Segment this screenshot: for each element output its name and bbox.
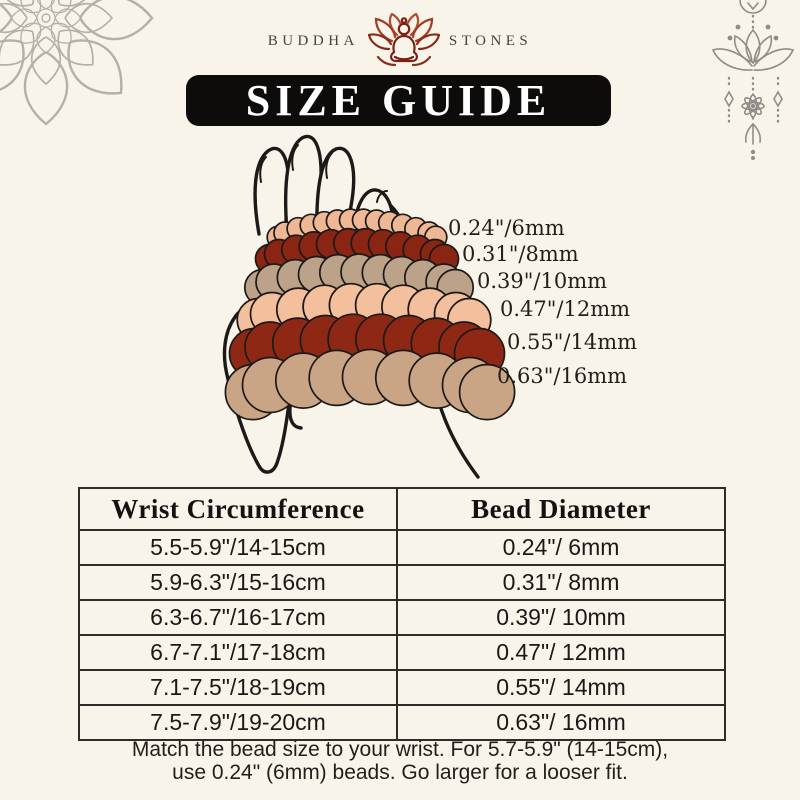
- header-wrist-circumference: Wrist Circumference: [78, 487, 398, 531]
- fit-advice-line-2: use 0.24" (6mm) beads. Go larger for a l…: [172, 761, 628, 784]
- bead-size-cell: 0.63"/ 16mm: [396, 704, 726, 741]
- table-row: 6.7-7.1"/17-18cm 0.47"/ 12mm: [78, 634, 726, 671]
- bead-size-label-6mm: 0.24"/6mm: [448, 216, 565, 240]
- header-bead-diameter: Bead Diameter: [396, 487, 726, 531]
- fit-advice-line-1: Match the bead size to your wrist. For 5…: [131, 738, 669, 761]
- wrist-range-cell: 5.9-6.3"/15-16cm: [78, 564, 398, 601]
- table-row: 5.5-5.9"/14-15cm 0.24"/ 6mm: [78, 529, 726, 566]
- bead-size-cell: 0.31"/ 8mm: [396, 564, 726, 601]
- brand-logo: BUDDHA STONES: [0, 12, 800, 70]
- bead: [458, 363, 516, 421]
- wrist-range-cell: 6.7-7.1"/17-18cm: [78, 634, 398, 671]
- bead-size-cell: 0.39"/ 10mm: [396, 599, 726, 636]
- mandala-corner-decoration: [0, 0, 154, 126]
- mandala-petals: [0, 0, 154, 126]
- wrist-range-cell: 6.3-6.7"/16-17cm: [78, 599, 398, 636]
- bead-size-cell: 0.47"/ 12mm: [396, 634, 726, 671]
- bead-size-label-12mm: 0.47"/12mm: [500, 297, 631, 321]
- wrist-range-cell: 7.1-7.5"/18-19cm: [78, 669, 398, 706]
- size-guide-banner: SIZE GUIDE: [186, 75, 611, 126]
- size-guide-title: SIZE GUIDE: [245, 76, 552, 125]
- star-flower-charm: [741, 94, 765, 118]
- bead-size-label-14mm: 0.55"/14mm: [507, 330, 638, 354]
- table-row: 5.9-6.3"/15-16cm 0.31"/ 8mm: [78, 564, 726, 601]
- hand-bracelets-illustration: [222, 134, 516, 479]
- bead-size-cell: 0.55"/ 14mm: [396, 669, 726, 706]
- bead-size-label-10mm: 0.39"/10mm: [477, 269, 608, 293]
- table-row: 7.5-7.9"/19-20cm 0.63"/ 16mm: [78, 704, 726, 741]
- brand-name-right: STONES: [448, 32, 533, 49]
- bead-size-label-8mm: 0.31"/8mm: [462, 242, 579, 266]
- fit-advice-note: Match the bead size to your wrist. For 5…: [0, 738, 800, 784]
- table-row: 7.1-7.5"/18-19cm 0.55"/ 14mm: [78, 669, 726, 706]
- brand-name-left: BUDDHA: [267, 32, 359, 49]
- wrist-range-cell: 7.5-7.9"/19-20cm: [78, 704, 398, 741]
- wrist-range-cell: 5.5-5.9"/14-15cm: [78, 529, 398, 566]
- table-header-row: Wrist Circumference Bead Diameter: [78, 487, 726, 531]
- table-row: 6.3-6.7"/16-17cm 0.39"/ 10mm: [78, 599, 726, 636]
- hanging-lotus-ornament: [711, 0, 795, 161]
- lotus-meditation-icon: [367, 13, 440, 67]
- bead-rows: [224, 208, 516, 421]
- bead-size-cell: 0.24"/ 6mm: [396, 529, 726, 566]
- size-table: Wrist Circumference Bead Diameter 5.5-5.…: [78, 487, 726, 741]
- bead-size-label-16mm: 0.63"/16mm: [497, 364, 628, 388]
